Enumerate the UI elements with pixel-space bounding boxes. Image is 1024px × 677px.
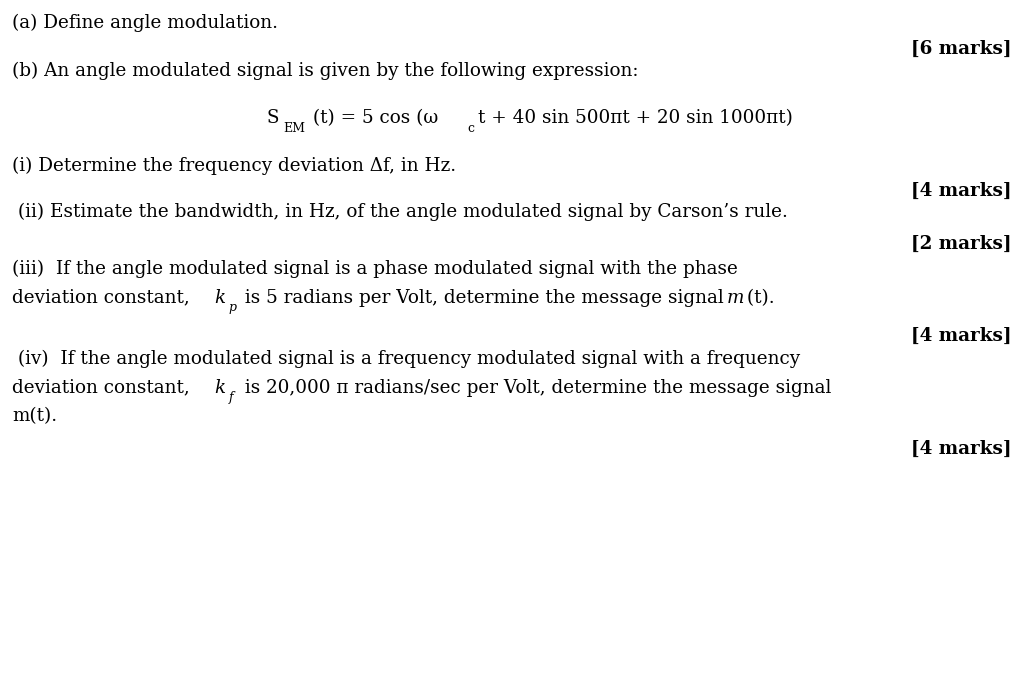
Text: is 5 radians per Volt, determine the message signal: is 5 radians per Volt, determine the mes…: [239, 288, 729, 307]
Text: [4 marks]: [4 marks]: [911, 182, 1012, 200]
Text: (ii) Estimate the bandwidth, in Hz, of the angle modulated signal by Carson’s ru: (ii) Estimate the bandwidth, in Hz, of t…: [12, 202, 788, 221]
Text: (i) Determine the frequency deviation Δf, in Hz.: (i) Determine the frequency deviation Δf…: [12, 156, 457, 175]
Text: [4 marks]: [4 marks]: [911, 327, 1012, 345]
Text: [2 marks]: [2 marks]: [911, 235, 1012, 253]
Text: p: p: [228, 301, 237, 314]
Text: is 20,000 π radians/sec per Volt, determine the message signal: is 20,000 π radians/sec per Volt, determ…: [239, 378, 830, 397]
Text: (a) Define angle modulation.: (a) Define angle modulation.: [12, 14, 279, 32]
Text: (t).: (t).: [741, 288, 775, 307]
Text: (t) = 5 cos (ω: (t) = 5 cos (ω: [307, 109, 438, 127]
Text: deviation constant,: deviation constant,: [12, 288, 196, 307]
Text: m(t).: m(t).: [12, 407, 57, 425]
Text: (iii)  If the angle modulated signal is a phase modulated signal with the phase: (iii) If the angle modulated signal is a…: [12, 260, 738, 278]
Text: m: m: [727, 288, 744, 307]
Text: (iv)  If the angle modulated signal is a frequency modulated signal with a frequ: (iv) If the angle modulated signal is a …: [12, 350, 801, 368]
Text: t + 40 sin 500πt + 20 sin 1000πt): t + 40 sin 500πt + 20 sin 1000πt): [478, 109, 793, 127]
Text: k: k: [214, 378, 225, 397]
Text: [6 marks]: [6 marks]: [911, 40, 1012, 58]
Text: [4 marks]: [4 marks]: [911, 439, 1012, 458]
Text: S: S: [266, 109, 279, 127]
Text: EM: EM: [284, 122, 305, 135]
Text: c: c: [467, 122, 474, 135]
Text: k: k: [214, 288, 225, 307]
Text: deviation constant,: deviation constant,: [12, 378, 196, 397]
Text: f: f: [228, 391, 233, 404]
Text: (b) An angle modulated signal is given by the following expression:: (b) An angle modulated signal is given b…: [12, 62, 639, 80]
